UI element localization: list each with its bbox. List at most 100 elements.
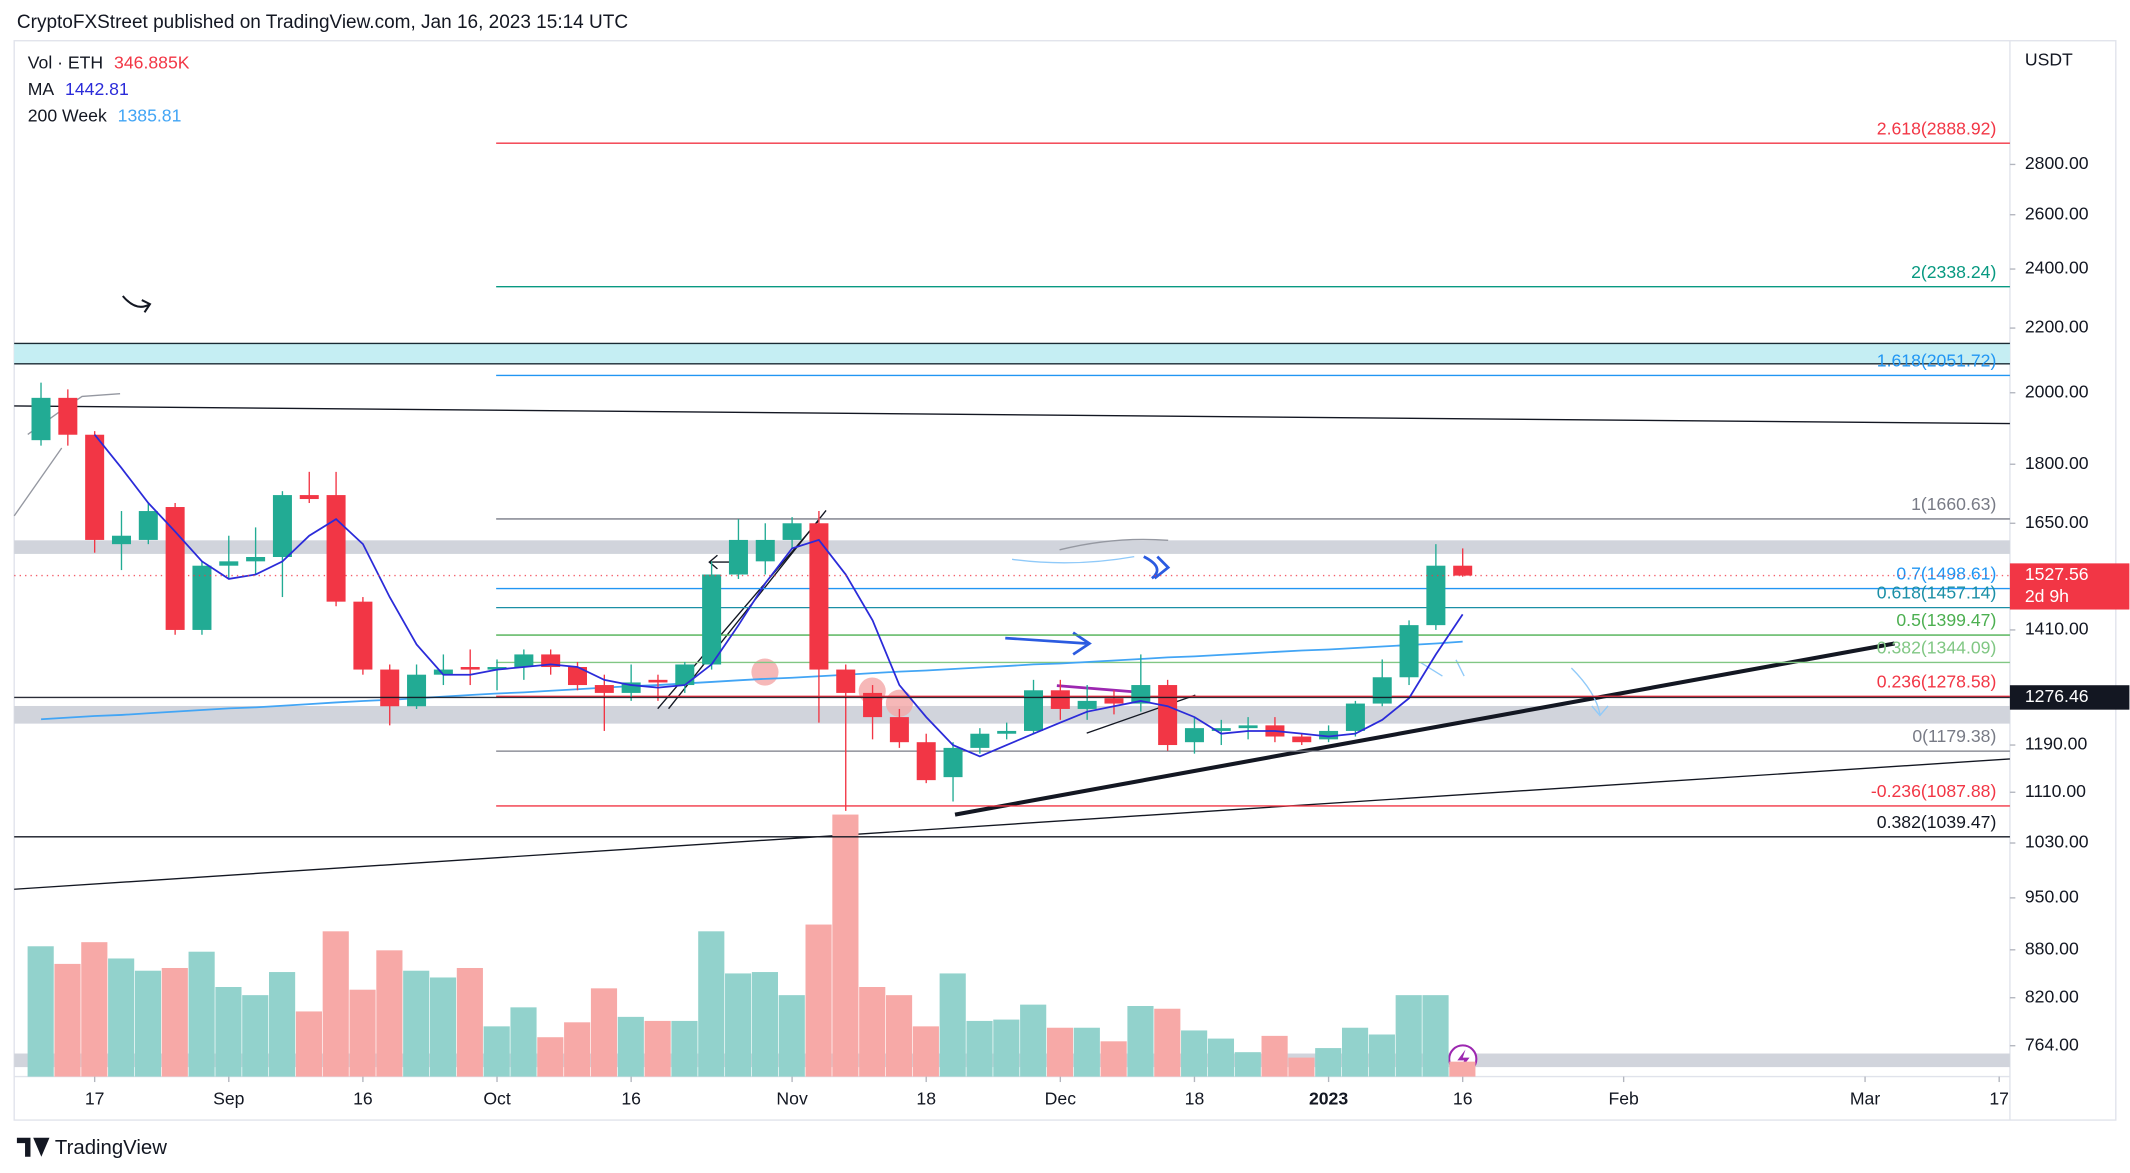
volume-bar — [885, 995, 913, 1077]
fib-label: 0.5(1399.47) — [1896, 610, 1996, 630]
candle-body — [1319, 730, 1339, 740]
fib-label: -0.236(1087.88) — [1871, 781, 1996, 801]
x-tick-label: 18 — [1185, 1088, 1205, 1108]
candle-body — [1158, 685, 1178, 746]
arrow — [1056, 684, 1142, 694]
candle-body — [407, 674, 427, 707]
indicator-line — [94, 434, 1464, 758]
volume-bar — [1020, 1004, 1047, 1077]
fib-label: 0.382(1344.09) — [1877, 637, 1997, 657]
price-tag-label: 1276.46 — [2025, 686, 2089, 706]
legend-name: Vol · ETH — [28, 52, 103, 72]
volume-bar — [1234, 1052, 1261, 1077]
currency: USDT — [2025, 50, 2073, 70]
fib-label: 2.618(2888.92) — [1877, 118, 1997, 138]
fib-label: 0.618(1457.14) — [1877, 583, 1997, 603]
volume-bar — [108, 958, 135, 1077]
candle-body — [594, 685, 614, 693]
x-tick-label: Nov — [776, 1088, 808, 1108]
trendline — [1086, 694, 1196, 734]
candle-body — [460, 667, 480, 670]
candle-body — [326, 495, 346, 602]
candle-body — [514, 654, 534, 668]
candle-body — [1345, 703, 1365, 731]
volume-bar — [188, 951, 215, 1077]
candle-body — [997, 730, 1017, 734]
arrow — [122, 295, 152, 313]
candle-body — [487, 667, 507, 670]
candle-body — [246, 556, 266, 562]
volume-bar — [1261, 1035, 1288, 1077]
candle-body — [1238, 725, 1258, 729]
fib-label: 1.618(2051.72) — [1877, 351, 1997, 371]
price-tag — [2009, 563, 2130, 610]
fib-label: 0.236(1278.58) — [1877, 671, 1997, 691]
volume-bar — [1315, 1048, 1342, 1077]
x-tick-label: Mar — [1850, 1088, 1880, 1108]
volume-bar — [161, 967, 188, 1077]
candle-body — [541, 654, 561, 668]
candle-body — [943, 747, 963, 778]
volume-bar — [1449, 1061, 1476, 1077]
x-tick-label: 16 — [1453, 1088, 1473, 1108]
candle-body — [970, 733, 990, 748]
y-tick-label: 1410.00 — [2025, 619, 2089, 639]
candle-body — [58, 397, 78, 435]
candle-body — [353, 601, 373, 670]
candle-body — [567, 667, 588, 686]
candle-body — [621, 682, 641, 693]
volume-bar — [1341, 1027, 1369, 1077]
volume-bar — [617, 1016, 644, 1077]
header: CryptoFXStreet published on TradingView.… — [17, 12, 628, 33]
volume-bar — [349, 989, 376, 1077]
volume-bar — [993, 1019, 1020, 1077]
volume-bar — [456, 967, 483, 1077]
volume-bar — [1422, 995, 1449, 1077]
volume-bar — [859, 987, 886, 1077]
volume-bar — [912, 1026, 939, 1077]
volume-bar — [27, 946, 54, 1077]
candle-body — [1077, 700, 1097, 709]
candle-body — [675, 664, 695, 686]
candle-body — [299, 495, 319, 500]
trendline — [14, 758, 2010, 890]
y-tick-label: 2200.00 — [2025, 317, 2089, 337]
price-tag-label: 1527.56 — [2025, 564, 2089, 584]
volume-bar — [134, 970, 162, 1077]
y-tick-label: 2800.00 — [2025, 153, 2089, 173]
candle-body — [111, 535, 131, 545]
candle-body — [380, 669, 400, 707]
candle-body — [219, 561, 239, 566]
y-tick-label: 1650.00 — [2025, 512, 2089, 532]
x-tick-label: 16 — [353, 1088, 373, 1108]
volume-bar — [671, 1020, 698, 1077]
fib-label: 0.7(1498.61) — [1896, 564, 1996, 584]
legend-value: 346.885K — [114, 52, 190, 72]
x-tick-label: 17 — [1989, 1088, 2009, 1108]
x-tick-label: 17 — [85, 1088, 105, 1108]
volume-bar — [1288, 1057, 1315, 1077]
fib-label: 2(2338.24) — [1911, 262, 1996, 282]
arrow — [1570, 667, 1609, 717]
volume-bar — [725, 973, 752, 1077]
volume-bar — [537, 1037, 564, 1077]
channel — [668, 510, 827, 710]
volume-bar — [295, 1011, 322, 1077]
volume-bar — [1368, 1034, 1395, 1077]
candle-body — [1050, 690, 1070, 709]
volume-bar — [376, 950, 403, 1077]
candle-body — [702, 574, 722, 665]
drawings — [13, 295, 2010, 1074]
candle-body — [1024, 690, 1044, 731]
candle-body — [31, 397, 51, 441]
candle-body — [1453, 565, 1473, 576]
volume-bar — [1100, 1041, 1127, 1077]
volume-bar — [590, 988, 618, 1077]
legend-name: MA — [28, 79, 55, 99]
legend-name: 200 Week — [28, 105, 107, 125]
candle-body — [1104, 698, 1124, 704]
volume-bar — [429, 977, 457, 1077]
volume-bar — [564, 1022, 591, 1077]
x-tick-label: Dec — [1045, 1088, 1077, 1108]
